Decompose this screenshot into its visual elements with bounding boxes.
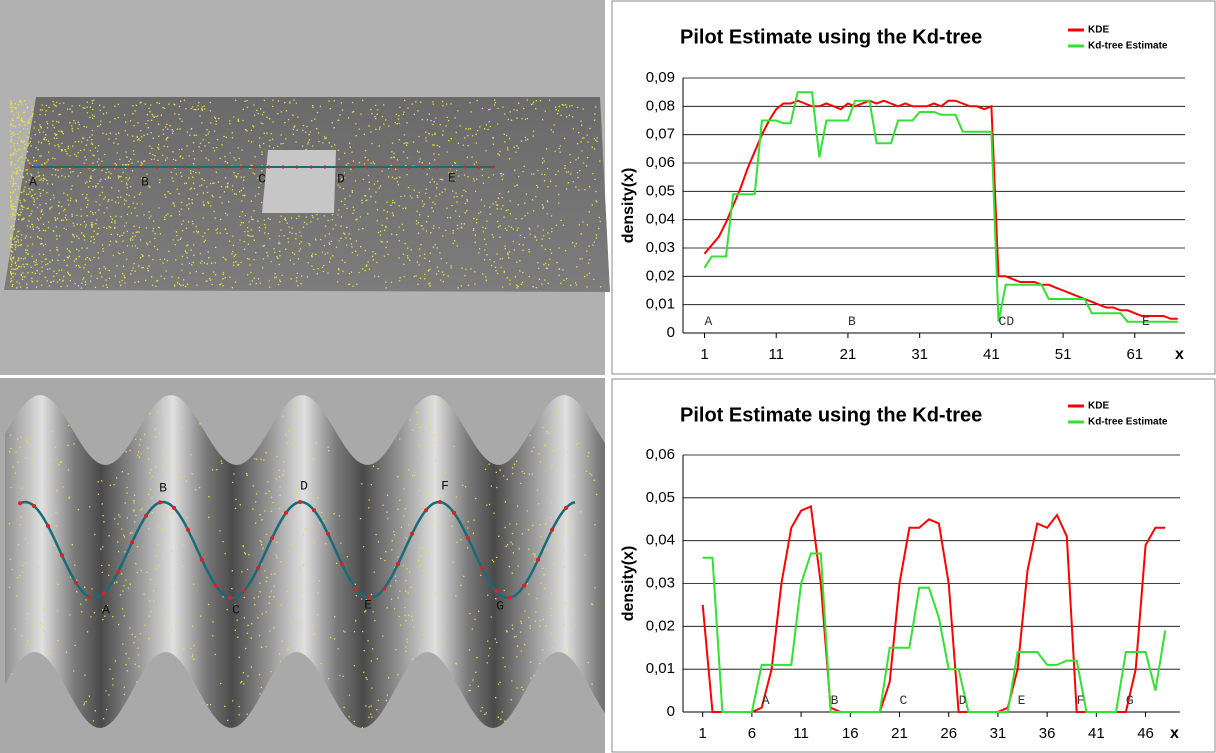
sample-points bbox=[8, 399, 598, 729]
scene-label: C bbox=[258, 171, 266, 186]
scene-label: A bbox=[29, 174, 37, 189]
legend-label: Kd-tree Estimate bbox=[1088, 417, 1168, 428]
y-tick-label: 0,08 bbox=[646, 97, 675, 114]
chart-title: Pilot Estimate using the Kd-tree bbox=[680, 26, 982, 48]
legend-label: KDE bbox=[1088, 401, 1109, 412]
y-tick-label: 0,04 bbox=[646, 532, 675, 549]
annotation: B bbox=[831, 693, 839, 708]
y-tick-label: 0,09 bbox=[646, 69, 675, 86]
chart-frame bbox=[611, 378, 1216, 753]
scene-label: F bbox=[441, 478, 449, 493]
scene-label: B bbox=[141, 174, 149, 189]
y-tick-label: 0,03 bbox=[646, 239, 675, 256]
scene-label: D bbox=[337, 171, 345, 186]
y-tick-label: 0,03 bbox=[646, 574, 675, 591]
annotation: E bbox=[1142, 314, 1150, 329]
x-tick-label: 16 bbox=[842, 725, 859, 742]
x-tick-label: 36 bbox=[1039, 725, 1056, 742]
y-tick-label: 0,01 bbox=[646, 660, 675, 677]
scene-wave: A B C D E F G bbox=[0, 378, 605, 753]
legend-label: Kd-tree Estimate bbox=[1088, 41, 1168, 52]
annotation: A bbox=[705, 314, 713, 329]
scene-label: E bbox=[364, 597, 372, 612]
series-line bbox=[702, 552, 1167, 713]
scene-label: A bbox=[102, 602, 110, 617]
y-tick-label: 0,06 bbox=[646, 154, 675, 171]
annotation: G bbox=[1126, 693, 1134, 708]
x-tick-label: 11 bbox=[768, 346, 784, 363]
x-tick-label: 21 bbox=[891, 725, 908, 742]
hole bbox=[262, 150, 336, 213]
x-tick-label: 26 bbox=[940, 725, 957, 742]
x-tick-label: 31 bbox=[911, 346, 928, 363]
x-tick-label: 41 bbox=[1088, 725, 1105, 742]
x-tick-label: 11 bbox=[793, 725, 809, 742]
y-tick-label: 0,04 bbox=[646, 211, 675, 228]
annotation: C bbox=[900, 693, 908, 708]
x-tick-label: 61 bbox=[1126, 346, 1143, 363]
x-tick-label: 6 bbox=[748, 725, 756, 742]
y-tick-label: 0,05 bbox=[646, 489, 675, 506]
x-axis-label: x bbox=[1170, 725, 1179, 742]
y-tick-label: 0,02 bbox=[646, 267, 675, 284]
y-tick-label: 0,01 bbox=[646, 296, 675, 313]
x-tick-label: 31 bbox=[990, 725, 1007, 742]
annotation: F bbox=[1077, 693, 1085, 708]
y-tick-label: 0 bbox=[667, 324, 675, 341]
x-tick-label: 21 bbox=[840, 346, 857, 363]
annotation: CD bbox=[999, 314, 1015, 329]
chart-title: Pilot Estimate using the Kd-tree bbox=[680, 404, 982, 426]
annotation: E bbox=[1018, 693, 1026, 708]
x-tick-label: 1 bbox=[699, 725, 707, 742]
x-tick-label: 51 bbox=[1055, 346, 1072, 363]
annotation: A bbox=[762, 693, 770, 708]
x-tick-label: 1 bbox=[700, 346, 708, 363]
legend-label: KDE bbox=[1088, 25, 1109, 36]
scene-label: D bbox=[300, 478, 308, 493]
annotation: B bbox=[848, 314, 856, 329]
y-axis-label: density(x) bbox=[620, 168, 637, 244]
scene-label: C bbox=[232, 602, 240, 617]
wave-surface bbox=[5, 395, 605, 728]
query-points bbox=[18, 500, 569, 600]
y-axis-label: density(x) bbox=[620, 546, 637, 622]
y-tick-label: 0,07 bbox=[646, 126, 675, 143]
y-tick-label: 0,05 bbox=[646, 182, 675, 199]
annotation: D bbox=[959, 693, 967, 708]
y-tick-label: 0 bbox=[667, 703, 675, 720]
y-tick-label: 0,06 bbox=[646, 446, 675, 463]
chart-frame bbox=[611, 0, 1216, 375]
x-tick-label: 41 bbox=[983, 346, 1000, 363]
scene-label: B bbox=[159, 480, 167, 495]
x-axis-label: x bbox=[1175, 346, 1184, 363]
y-tick-label: 0,02 bbox=[646, 617, 675, 634]
x-tick-label: 46 bbox=[1137, 725, 1154, 742]
scene-flat: A B C D E bbox=[0, 0, 610, 375]
sample-points bbox=[10, 99, 602, 289]
scene-label: G bbox=[496, 598, 504, 613]
scene-label: E bbox=[448, 170, 456, 185]
series-line bbox=[703, 99, 1178, 320]
series-line bbox=[703, 91, 1178, 323]
